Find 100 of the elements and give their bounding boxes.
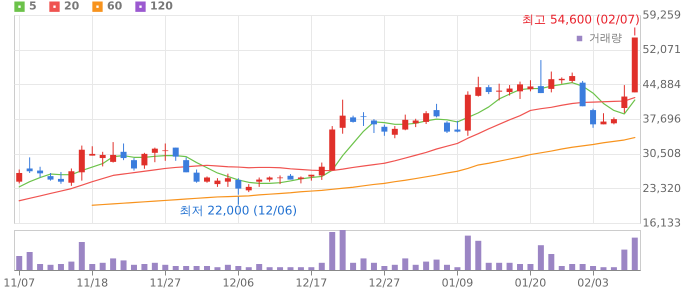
- candlestick: [58, 171, 64, 184]
- annotation: 최고 54,600 (02/07): [522, 12, 640, 26]
- candlestick: [370, 118, 377, 134]
- bar: [287, 267, 294, 270]
- bar: [308, 267, 314, 270]
- candlestick: [183, 156, 190, 173]
- bar: [360, 258, 367, 270]
- bar: [329, 232, 336, 270]
- candlestick: [496, 83, 502, 101]
- candlestick: [569, 72, 576, 84]
- bar: [162, 264, 168, 270]
- bar: [48, 264, 54, 270]
- bar: [298, 267, 304, 270]
- y-tick-label: 52,071: [642, 43, 681, 56]
- bar: [548, 254, 554, 270]
- candlestick: [434, 103, 440, 118]
- bar: [580, 264, 586, 270]
- candlestick: [78, 145, 85, 182]
- candlestick: [392, 126, 398, 139]
- bar: [486, 262, 492, 270]
- x-tick-label: 01/20: [514, 276, 546, 289]
- bar: [130, 264, 137, 270]
- bar: [444, 264, 450, 270]
- bar: [412, 264, 419, 270]
- x-tick-label: 02/03: [577, 276, 609, 289]
- bar: [204, 266, 210, 270]
- bar: [370, 262, 377, 270]
- bar: [100, 262, 106, 270]
- candlestick: [224, 173, 231, 188]
- candlestick: [538, 60, 544, 94]
- bar: [266, 267, 273, 270]
- bar: [434, 260, 440, 270]
- bar: [120, 260, 127, 270]
- bar: [340, 230, 346, 270]
- candlestick: [506, 84, 513, 96]
- bar: [16, 256, 22, 270]
- candlestick: [486, 84, 492, 95]
- bar: [110, 258, 116, 270]
- bar: [256, 264, 262, 270]
- bar: [141, 264, 148, 270]
- x-tick-label: 01/09: [442, 276, 474, 289]
- y-tick-label: 16,133: [642, 216, 681, 230]
- y-tick-label: 44,884: [642, 78, 681, 91]
- bar: [235, 266, 242, 270]
- candlestick: [120, 142, 127, 161]
- bar: [402, 258, 408, 270]
- bar: [58, 264, 64, 270]
- bar: [527, 264, 534, 270]
- bar: [621, 250, 628, 270]
- bar: [194, 266, 200, 270]
- bar: [558, 266, 565, 270]
- bar: [632, 238, 638, 270]
- candlestick: [444, 120, 450, 134]
- candlestick: [235, 178, 242, 196]
- x-tick-label: 12/06: [222, 276, 254, 289]
- bar: [496, 262, 502, 270]
- bar: [423, 262, 430, 270]
- candlestick: [580, 80, 586, 107]
- candlestick: [256, 177, 262, 188]
- candlestick: [16, 169, 22, 184]
- x-tick-label: 11/18: [76, 276, 108, 289]
- y-tick-label: 37,696: [642, 112, 681, 126]
- bar: [68, 262, 74, 270]
- bar: [224, 264, 231, 270]
- candlestick: [110, 142, 116, 164]
- candlestick: [152, 147, 158, 163]
- candlestick: [318, 162, 325, 180]
- candlestick: [475, 76, 482, 98]
- legend-label: 5: [29, 0, 37, 13]
- text: 거래량: [589, 32, 622, 44]
- candlestick: [527, 80, 534, 92]
- candlestick: [423, 110, 430, 124]
- legend-label: 20: [64, 0, 80, 13]
- bar: [610, 267, 617, 270]
- bar: [277, 267, 284, 270]
- bar: [78, 242, 85, 270]
- candlestick: [26, 156, 33, 174]
- bar: [392, 264, 398, 270]
- y-tick-label: 59,259: [642, 8, 681, 22]
- bar: [37, 264, 44, 270]
- x-tick-label: 12/27: [368, 276, 400, 289]
- candlestick: [37, 166, 44, 178]
- bar: [318, 262, 325, 270]
- bar: [506, 262, 513, 270]
- bar: [590, 266, 596, 270]
- candlestick: [454, 120, 460, 133]
- x-tick-label: 11/27: [149, 276, 182, 289]
- candlestick: [600, 112, 606, 125]
- bar: [89, 264, 96, 270]
- bar: [600, 267, 606, 270]
- annotation: 최저 22,000 (12/06): [180, 204, 298, 218]
- bar: [381, 266, 388, 270]
- x-tick-label: 11/07: [3, 276, 36, 289]
- bar: [517, 264, 524, 270]
- bar: [538, 245, 544, 270]
- legend-label: 120: [150, 0, 174, 13]
- bar: [464, 236, 471, 270]
- candlestick: [340, 99, 346, 134]
- bar: [214, 267, 220, 270]
- candlestick: [590, 108, 596, 128]
